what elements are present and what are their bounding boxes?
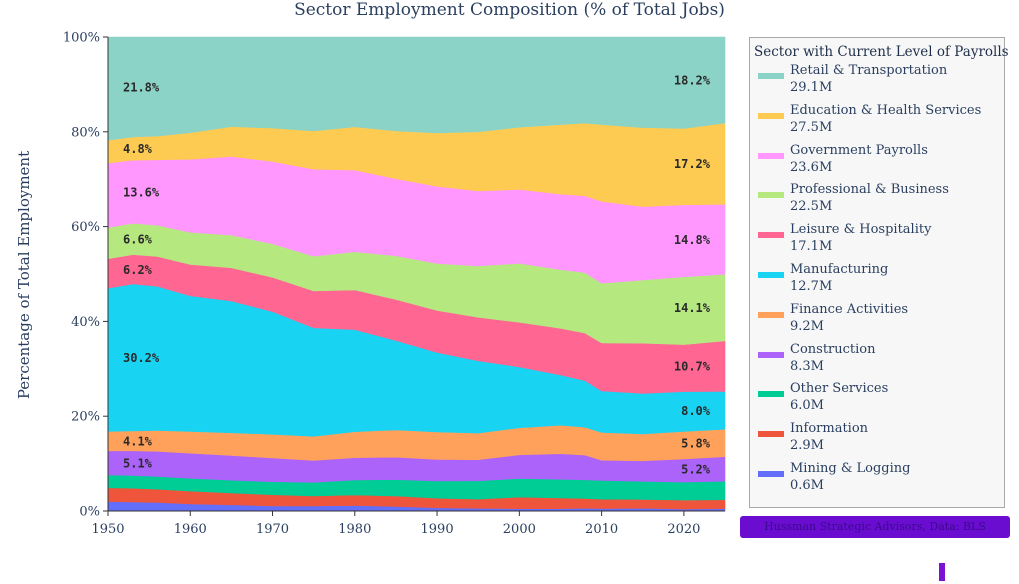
x-tick-label: 2020: [667, 522, 700, 537]
legend-item-label: Other Services: [790, 381, 889, 397]
legend-item-value: 2.9M: [790, 438, 824, 454]
legend-item-leisure-and-hospitality[interactable]: Leisure & Hospitality 17.1M: [750, 222, 1004, 262]
legend-item-government-payrolls[interactable]: Government Payrolls 23.6M: [750, 143, 1004, 183]
legend-item-label: Mining & Logging: [790, 460, 911, 476]
legend-item-value: 9.2M: [790, 318, 824, 334]
legend-swatch: [758, 232, 784, 239]
y-tick-label: 20%: [71, 410, 100, 425]
data-label-construction-left: 5.1%: [123, 457, 153, 471]
area-retail-and-transportation: [107, 36, 726, 141]
legend-swatch: [758, 112, 784, 119]
legend-item-value: 23.6M: [790, 159, 833, 175]
legend-item-label: Leisure & Hospitality: [790, 222, 932, 238]
legend-item-professional-and-business[interactable]: Professional & Business 22.5M: [750, 182, 1004, 222]
legend-swatch: [758, 470, 784, 477]
data-label-retail-and-transportation-right: 18.2%: [674, 74, 711, 88]
credit-annotation: Hussman Strategic Advisors, Data: BLS: [740, 516, 1010, 538]
legend-item-label: Construction: [790, 341, 876, 357]
legend-item-information[interactable]: Information 2.9M: [750, 421, 1004, 461]
legend-item-label: Finance Activities: [790, 301, 909, 317]
legend-swatch: [758, 431, 784, 438]
data-label-education-and-health-services-right: 17.2%: [674, 157, 711, 171]
legend-item-value: 27.5M: [790, 119, 833, 135]
legend-item-value: 6.0M: [790, 398, 824, 414]
legend-item-label: Professional & Business: [790, 182, 949, 198]
legend-item-mining-and-logging[interactable]: Mining & Logging 0.6M: [750, 461, 1004, 501]
legend-swatch: [758, 311, 784, 318]
x-tick-label: 1950: [91, 522, 124, 537]
legend-item-value: 17.1M: [790, 239, 833, 255]
data-label-manufacturing-left: 30.2%: [123, 351, 160, 365]
legend-swatch: [758, 351, 784, 358]
y-tick-label: 100%: [63, 31, 100, 46]
x-tick-label: 1980: [338, 522, 371, 537]
data-label-finance-activities-right: 5.8%: [681, 436, 711, 450]
data-label-professional-and-business-left: 6.6%: [123, 232, 153, 246]
legend-item-label: Information: [790, 421, 869, 437]
data-label-leisure-and-hospitality-right: 10.7%: [674, 360, 711, 374]
legend-swatch: [758, 391, 784, 398]
data-label-construction-right: 5.2%: [681, 462, 711, 476]
legend-item-value: 12.7M: [790, 278, 833, 294]
data-label-manufacturing-right: 8.0%: [681, 404, 711, 418]
x-tick-label: 1990: [421, 522, 454, 537]
legend-title: Sector with Current Level of Payrolls: [754, 44, 1009, 60]
data-label-leisure-and-hospitality-left: 6.2%: [123, 263, 153, 277]
y-tick-label: 0%: [79, 505, 100, 520]
legend-item-education-and-health-services[interactable]: Education & Health Services 27.5M: [750, 103, 1004, 143]
legend-item-value: 22.5M: [790, 199, 833, 215]
cursor-marker: [939, 563, 945, 581]
data-label-education-and-health-services-left: 4.8%: [123, 142, 153, 156]
legend-item-manufacturing[interactable]: Manufacturing 12.7M: [750, 262, 1004, 302]
x-tick-label: 1960: [174, 522, 207, 537]
y-tick-label: 80%: [71, 125, 100, 140]
x-tick-label: 2010: [585, 522, 618, 537]
legend-swatch: [758, 152, 784, 159]
legend-item-label: Government Payrolls: [790, 142, 928, 158]
x-tick-label: 1970: [256, 522, 289, 537]
legend-swatch: [758, 73, 784, 79]
legend: Sector with Current Level of Payrolls Re…: [749, 37, 1009, 508]
y-tick-label: 40%: [71, 315, 100, 330]
legend-item-label: Education & Health Services: [790, 102, 982, 118]
chart-title: Sector Employment Composition (% of Tota…: [294, 0, 725, 20]
legend-item-label: Manufacturing: [790, 261, 889, 277]
x-tick-label: 2000: [503, 522, 536, 537]
legend-item-finance-activities[interactable]: Finance Activities 9.2M: [750, 302, 1004, 342]
legend-item-construction[interactable]: Construction 8.3M: [750, 342, 1004, 382]
legend-swatch: [758, 192, 784, 199]
legend-swatch: [758, 271, 784, 278]
data-label-finance-activities-left: 4.1%: [123, 434, 153, 448]
legend-item-other-services[interactable]: Other Services 6.0M: [750, 381, 1004, 421]
data-label-retail-and-transportation-left: 21.8%: [123, 81, 160, 95]
legend-item-value: 29.1M: [790, 80, 833, 95]
data-label-professional-and-business-right: 14.1%: [674, 301, 711, 315]
y-tick-label: 60%: [71, 220, 100, 235]
legend-item-retail-and-transportation[interactable]: Retail & Transportation 29.1M: [750, 63, 1004, 103]
legend-item-value: 0.6M: [790, 477, 824, 493]
legend-item-value: 8.3M: [790, 358, 824, 374]
legend-item-label: Retail & Transportation: [790, 63, 948, 78]
data-label-government-payrolls-right: 14.8%: [674, 233, 711, 247]
data-label-government-payrolls-left: 13.6%: [123, 185, 160, 199]
